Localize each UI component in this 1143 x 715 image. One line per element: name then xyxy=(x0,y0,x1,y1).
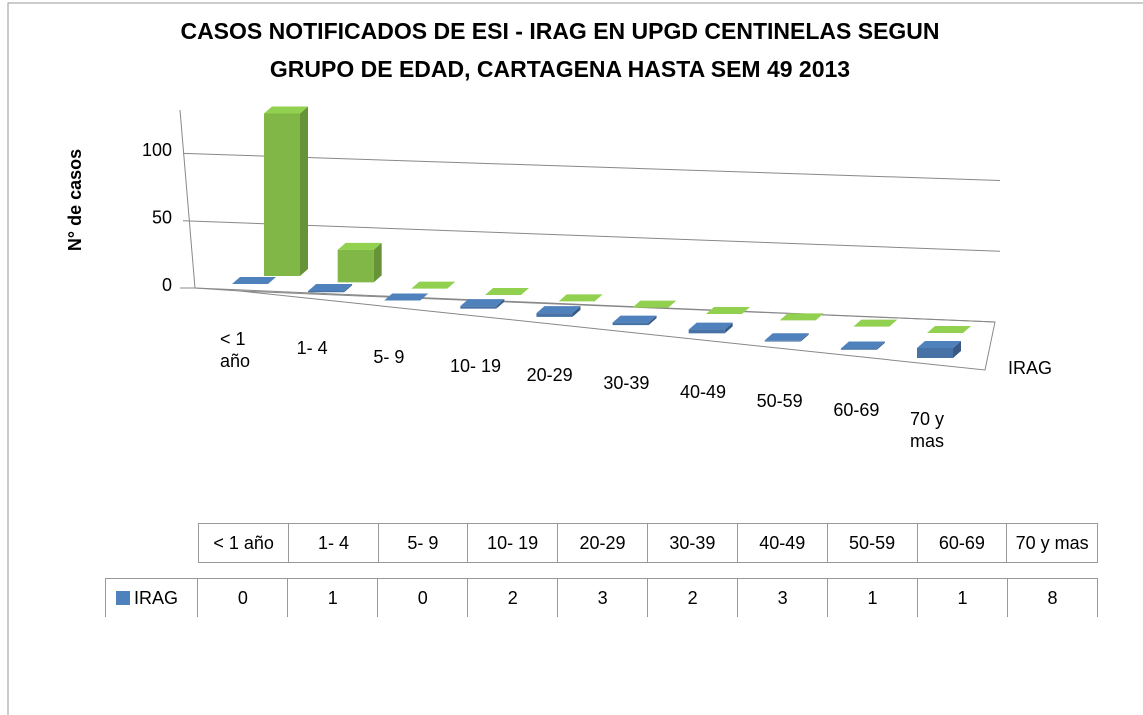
table-cell: 2 xyxy=(467,578,559,617)
bar-top xyxy=(337,242,382,250)
bar-top xyxy=(308,283,353,291)
bar-top xyxy=(264,106,308,114)
bar-side xyxy=(724,322,733,334)
bar-top xyxy=(927,326,971,333)
bar xyxy=(840,348,877,350)
table-header-cell: < 1 año xyxy=(197,523,290,563)
depth-axis-label: IRAG xyxy=(1008,358,1053,378)
table-cell: 1 xyxy=(287,578,379,617)
bar-side xyxy=(876,341,885,350)
x-tick-label: 20-29 xyxy=(526,364,573,385)
table-cell: 2 xyxy=(647,578,739,617)
table-cell: 1 xyxy=(917,578,1008,617)
bar-top xyxy=(384,293,429,301)
legend-label: IRAG xyxy=(134,587,179,608)
x-tick-label: 5- 9 xyxy=(373,346,405,367)
table-header-cell: 60-69 xyxy=(916,523,1008,563)
table-header-cell: 50-59 xyxy=(826,523,918,563)
bar-top xyxy=(779,313,824,321)
legend: IRAG xyxy=(104,578,199,617)
table-header-cell: 1- 4 xyxy=(288,523,379,563)
x-tick-label: 50-59 xyxy=(756,391,803,412)
bar-side xyxy=(300,106,308,276)
table-header-cell: 10- 19 xyxy=(467,523,559,563)
bar-top xyxy=(840,341,885,349)
table-header-cell: 40-49 xyxy=(736,523,828,563)
table-row: IRAG 0 1 0 2 3 2 3 1 1 8 xyxy=(104,578,1099,617)
table-cell: 1 xyxy=(827,578,918,617)
table-header-cell: 30-39 xyxy=(646,523,738,563)
grid-line xyxy=(182,152,1001,181)
table-cell: 3 xyxy=(737,578,829,617)
table-header: < 1 año 1- 4 5- 9 10- 19 20-29 30-39 40-49 50-5… xyxy=(197,523,1098,563)
chart-title-1: CASOS NOTIFICADOS DE ESI - IRAG EN UPGD … xyxy=(180,18,939,44)
bar-side xyxy=(572,306,581,317)
bar-top xyxy=(460,299,505,307)
data-table: < 1 año 1- 4 5- 9 10- 19 20-29 30-39 40-49 50-5… xyxy=(197,523,1098,563)
bar-top xyxy=(853,319,898,327)
y-axis-label: N° de casos xyxy=(65,149,85,251)
bar-side xyxy=(953,341,961,358)
x-tick-label: 60-69 xyxy=(833,400,880,421)
bar-top xyxy=(764,333,809,341)
bar-top xyxy=(485,288,529,295)
table-cell: 0 xyxy=(377,578,469,617)
x-tick-label: 10- 19 xyxy=(450,355,502,376)
table-header-cell: 5- 9 xyxy=(377,523,469,563)
y-tick-label: 50 xyxy=(152,207,172,227)
bar-top xyxy=(411,281,456,289)
table-header-cell: 20-29 xyxy=(557,523,648,563)
bar-side xyxy=(496,299,505,309)
bar xyxy=(688,329,725,334)
y-tick-label: 100 xyxy=(142,140,172,160)
bar xyxy=(612,322,649,326)
table-cell: 3 xyxy=(557,578,649,617)
bar xyxy=(308,290,345,293)
bar xyxy=(536,313,573,317)
x-tick-label: 1- 4 xyxy=(296,337,328,358)
bar-side xyxy=(800,333,809,342)
legend-key xyxy=(116,590,130,605)
table-cell: 0 xyxy=(197,578,289,617)
bar-top xyxy=(536,306,581,314)
bar xyxy=(264,113,300,276)
bar-top xyxy=(688,322,733,330)
bar-top xyxy=(232,277,276,284)
frame xyxy=(7,2,1143,715)
table-cell: 8 xyxy=(1006,578,1099,617)
bar xyxy=(764,340,801,342)
y-tick-label: 0 xyxy=(162,275,172,295)
bar-top xyxy=(632,300,677,308)
bar-side xyxy=(344,283,353,293)
x-tick-label: 30-39 xyxy=(603,373,650,394)
bar xyxy=(337,249,374,283)
grid-line xyxy=(182,220,1001,252)
bar-top xyxy=(706,307,750,314)
bar-top xyxy=(558,294,603,302)
x-tick-label: 70 y mas xyxy=(910,409,945,451)
bar-top xyxy=(612,315,657,323)
x-tick-label: 40-49 xyxy=(680,382,727,403)
bar-side xyxy=(373,242,382,283)
data-table-row: IRAG 0 1 0 2 3 2 3 1 1 8 xyxy=(104,578,1099,617)
bar-side xyxy=(648,315,657,326)
bar-top xyxy=(917,341,961,348)
table-header-cell: 70 y mas xyxy=(1006,523,1098,563)
floor xyxy=(194,287,996,371)
bar xyxy=(460,306,497,309)
chart-title-2: GRUPO DE EDAD, CARTAGENA HASTA SEM 49 20… xyxy=(270,56,850,82)
x-tick-label: < 1 año xyxy=(220,329,251,371)
bar xyxy=(917,348,953,358)
